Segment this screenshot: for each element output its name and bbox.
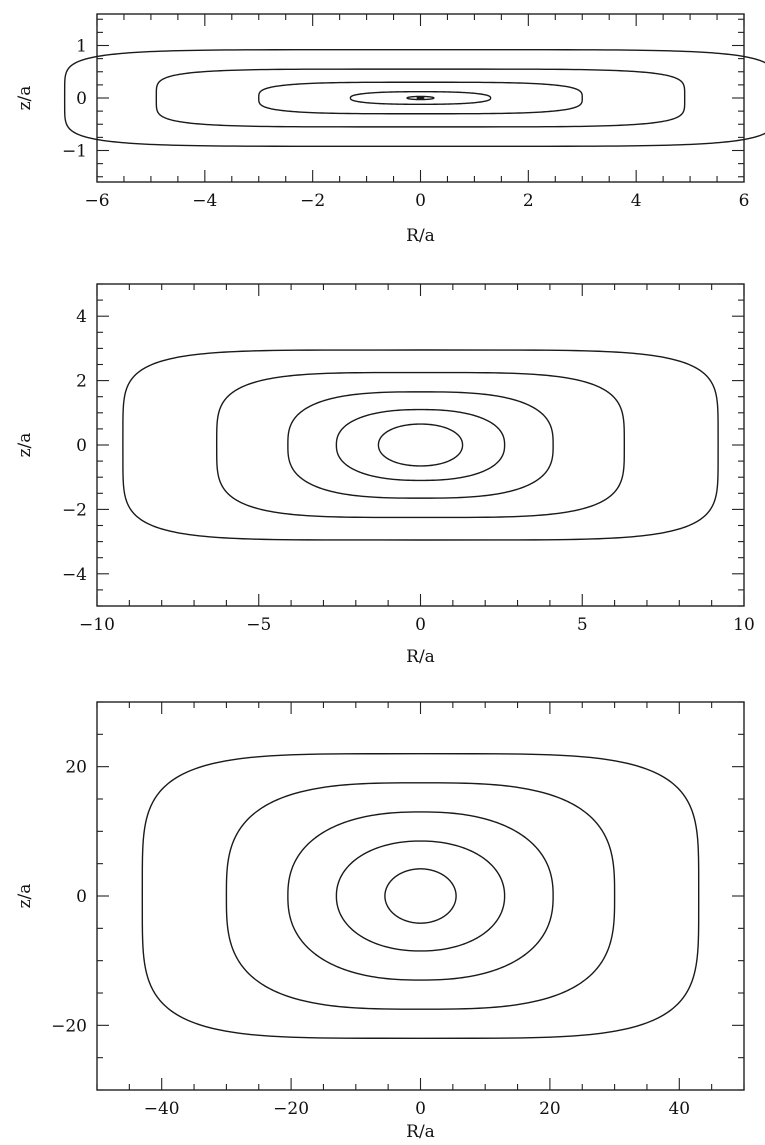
contour-line-5 bbox=[122, 349, 719, 541]
x-tick-label: 20 bbox=[539, 1099, 561, 1119]
x-tick-label: −10 bbox=[79, 615, 115, 635]
y-tick-label: 0 bbox=[76, 89, 87, 109]
x-tick-label: 6 bbox=[739, 191, 750, 211]
x-tick-label: −2 bbox=[300, 191, 325, 211]
chart-panel-2: −10 −5 0 5 10 −4 −2 0 2 4 R/a z/a bbox=[15, 283, 755, 667]
contour-line-3 bbox=[258, 81, 583, 115]
x-axis-label: R/a bbox=[406, 226, 435, 246]
x-tick-label: −6 bbox=[84, 191, 109, 211]
x-tick-label: 0 bbox=[415, 1099, 426, 1119]
y-axis-label: z/a bbox=[15, 86, 35, 111]
contour-line-5 bbox=[63, 49, 765, 148]
contour-line-1 bbox=[384, 868, 457, 924]
y-tick-label: −1 bbox=[62, 142, 87, 162]
contour-line-1 bbox=[406, 95, 435, 101]
contour-line-3 bbox=[287, 811, 554, 981]
x-tick-label: 4 bbox=[631, 191, 642, 211]
y-tick-label: −2 bbox=[62, 500, 87, 520]
center-point bbox=[416, 96, 425, 100]
x-tick-label: 40 bbox=[668, 1099, 690, 1119]
contour-line-3 bbox=[287, 391, 554, 499]
y-tick-label: −4 bbox=[62, 565, 87, 585]
plot-frame bbox=[96, 701, 745, 1091]
x-tick-label: 10 bbox=[733, 615, 755, 635]
x-tick-label: 0 bbox=[415, 191, 426, 211]
y-axis-label: z/a bbox=[15, 884, 35, 909]
contour-line-2 bbox=[335, 408, 506, 482]
x-tick-label: −5 bbox=[246, 615, 271, 635]
y-tick-label: 1 bbox=[76, 37, 87, 57]
plot-frame bbox=[96, 283, 745, 607]
y-tick-label: 0 bbox=[76, 436, 87, 456]
x-tick-label: 2 bbox=[523, 191, 534, 211]
contour-line-2 bbox=[349, 90, 492, 106]
contour-line-4 bbox=[155, 68, 686, 128]
x-tick-label: −4 bbox=[192, 191, 217, 211]
x-axis-label: R/a bbox=[406, 647, 435, 667]
chart-panel-1: −6 −4 −2 0 2 4 6 −1 0 1 R/a z/a bbox=[15, 13, 765, 246]
y-tick-label: 0 bbox=[76, 887, 87, 907]
y-tick-label: 20 bbox=[65, 758, 87, 778]
y-tick-label: 2 bbox=[76, 372, 87, 392]
contour-line-2 bbox=[335, 840, 506, 952]
contour-line-5 bbox=[141, 753, 700, 1039]
x-axis-label: R/a bbox=[406, 1122, 435, 1142]
y-axis-label: z/a bbox=[15, 433, 35, 458]
contour-line-4 bbox=[225, 782, 616, 1010]
y-tick-label: 4 bbox=[76, 307, 87, 327]
y-tick-label: −20 bbox=[51, 1016, 87, 1036]
contour-line-1 bbox=[377, 423, 464, 467]
x-tick-label: −40 bbox=[144, 1099, 180, 1119]
chart-panel-3: −40 −20 0 20 40 −20 0 20 R/a z/a bbox=[15, 701, 745, 1142]
x-tick-label: 5 bbox=[577, 615, 588, 635]
contour-line-4 bbox=[215, 371, 626, 519]
x-tick-label: −20 bbox=[273, 1099, 309, 1119]
x-tick-label: 0 bbox=[415, 615, 426, 635]
